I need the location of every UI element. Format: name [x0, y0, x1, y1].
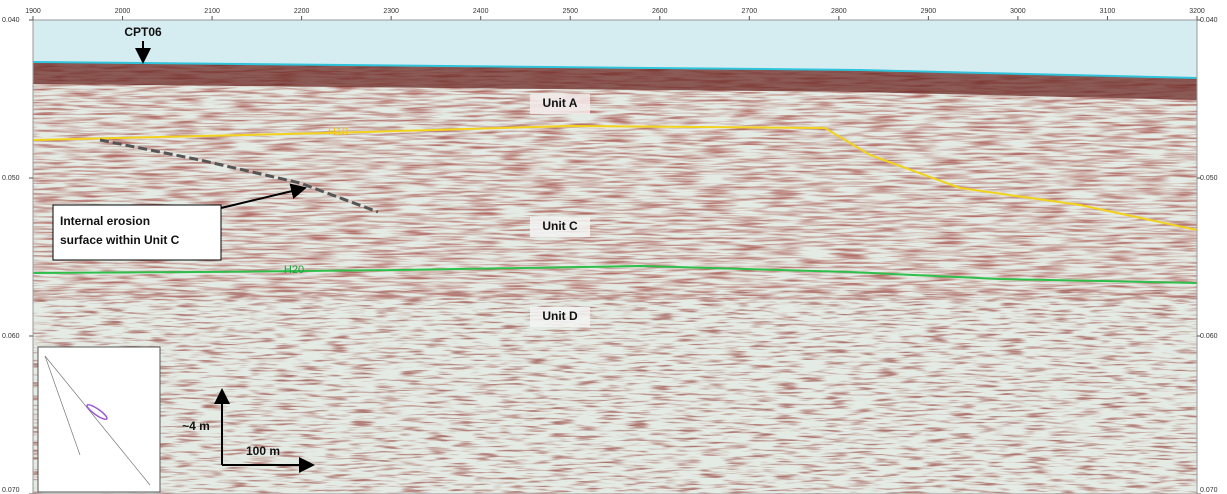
- scale-label: ~4 m: [182, 419, 210, 433]
- unit-label: Unit A: [543, 96, 578, 110]
- y-tick-label: 0.060: [2, 333, 20, 340]
- borehole-label: CPT06: [124, 25, 162, 39]
- horizon-label: H20: [284, 264, 304, 276]
- y-tick-label: 0.050: [2, 175, 20, 182]
- x-tick-label: 3100: [1100, 8, 1116, 15]
- y-tick-label: 0.070: [1200, 487, 1218, 494]
- x-tick-label: 2000: [115, 8, 131, 15]
- x-tick-label: 2800: [831, 8, 847, 15]
- y-tick-label: 0.050: [1200, 175, 1218, 182]
- callout-text: surface within Unit C: [60, 233, 180, 247]
- scale-label: 100 m: [246, 444, 280, 458]
- x-tick-label: 2100: [204, 8, 220, 15]
- x-tick-label: 2600: [652, 8, 668, 15]
- unit-label: Unit D: [542, 309, 578, 323]
- x-tick-label: 2200: [294, 8, 310, 15]
- seismic-figure: 1900 2000 2100 2200 2300 2400 2500 2600 2700 2800…: [0, 0, 1227, 494]
- y-tick-label: 0.040: [2, 17, 20, 24]
- map-box: [38, 347, 160, 492]
- reflectors: [33, 60, 1197, 300]
- x-tick-label: 2400: [473, 8, 489, 15]
- x-tick-label: 3200: [1189, 8, 1205, 15]
- x-tick-label: 2300: [383, 8, 399, 15]
- x-tick-label: 3000: [1010, 8, 1026, 15]
- horizon-label: H10: [328, 126, 348, 138]
- reflectors-deep: [33, 290, 1197, 494]
- y-tick-label: 0.070: [2, 487, 20, 494]
- x-tick-label: 2900: [921, 8, 937, 15]
- x-tick-label: 2500: [562, 8, 578, 15]
- callout-text: Internal erosion: [60, 214, 150, 228]
- unit-label: Unit C: [542, 219, 578, 233]
- y-tick-label: 0.040: [1200, 17, 1218, 24]
- x-tick-label: 1900: [25, 8, 41, 15]
- x-tick-label: 2700: [742, 8, 758, 15]
- y-tick-label: 0.060: [1200, 333, 1218, 340]
- location-map: [38, 347, 160, 492]
